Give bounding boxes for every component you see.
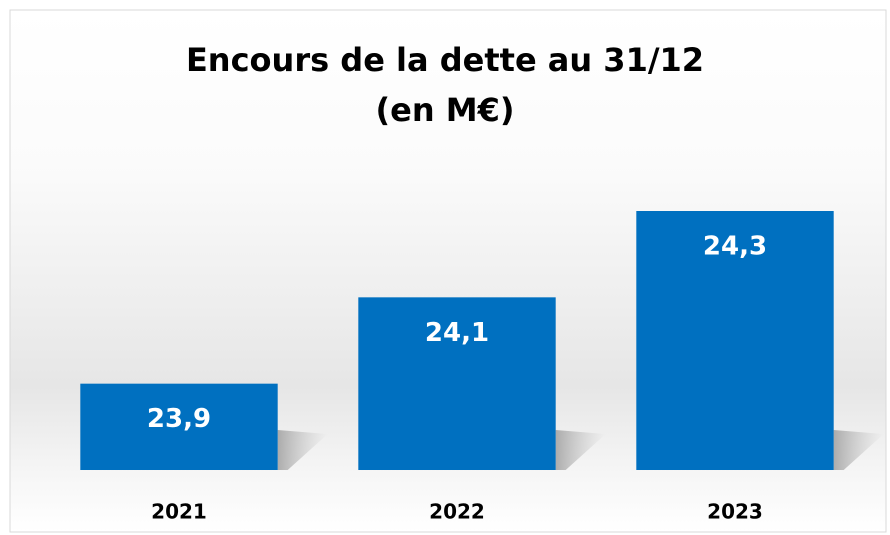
x-tick-label: 2023 (707, 500, 763, 524)
bar-shadow (277, 430, 328, 470)
bar (80, 383, 278, 470)
bar (358, 297, 556, 470)
chart-subtitle: (en M€) (376, 91, 515, 129)
data-label: 24,3 (703, 232, 767, 262)
chart-title: Encours de la dette au 31/12 (186, 41, 704, 79)
data-label: 23,9 (147, 404, 211, 434)
bar-shadow (555, 430, 606, 470)
bar-shadow (833, 430, 884, 470)
x-tick-label: 2022 (429, 500, 485, 524)
x-tick-label: 2021 (151, 500, 207, 524)
data-label: 24,1 (425, 318, 489, 348)
bar (636, 211, 834, 470)
